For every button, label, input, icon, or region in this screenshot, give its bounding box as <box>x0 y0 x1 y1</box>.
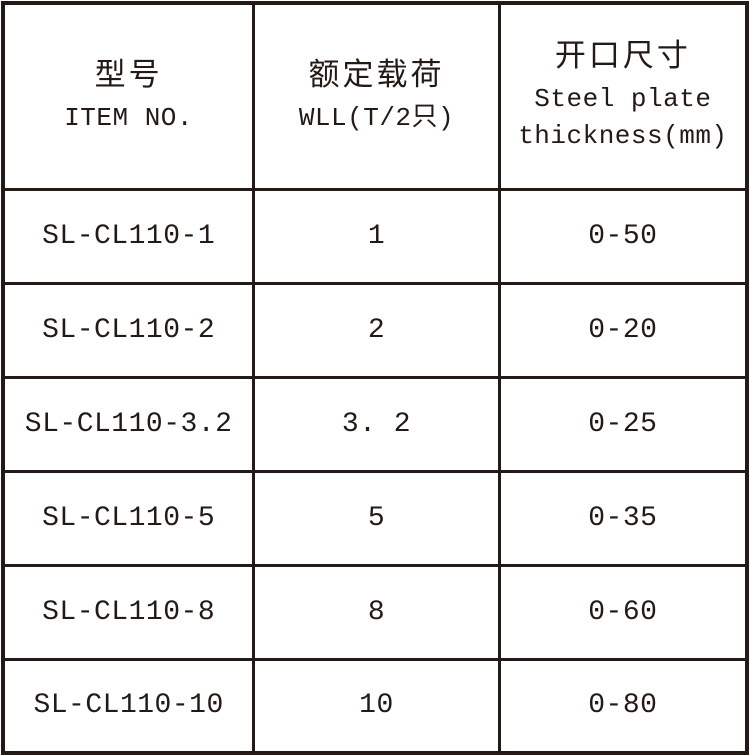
cell-wll: 5 <box>252 469 501 567</box>
table-row: SL-CL110-8 8 0-60 <box>1 563 749 661</box>
cell-wll: 2 <box>252 281 501 379</box>
cell-thickness: 0-35 <box>497 469 749 567</box>
table-row: SL-CL110-5 5 0-35 <box>1 469 749 567</box>
cell-wll: 1 <box>252 187 501 285</box>
cell-item-no: SL-CL110-1 <box>1 187 256 285</box>
cell-wll: 8 <box>252 563 501 661</box>
table-row: SL-CL110-1 1 0-50 <box>1 187 749 285</box>
header-wll-en: WLL(T/2只) <box>298 102 455 133</box>
cell-item-no: SL-CL110-10 <box>1 657 256 755</box>
cell-thickness: 0-50 <box>497 187 749 285</box>
table-header: 型号 ITEM NO. 额定载荷 WLL(T/2只) 开口尺寸 Steel pl… <box>1 1 749 191</box>
table-body: SL-CL110-1 1 0-50 SL-CL110-2 2 0-20 SL-C… <box>1 187 749 755</box>
cell-item-no: SL-CL110-3.2 <box>1 375 256 473</box>
cell-thickness: 0-25 <box>497 375 749 473</box>
cell-item-no: SL-CL110-2 <box>1 281 256 379</box>
header-item-no-en: ITEM NO. <box>64 102 194 133</box>
table-row: SL-CL110-2 2 0-20 <box>1 281 749 379</box>
header-item-no-zh: 型号 <box>94 59 163 95</box>
cell-wll: 3. 2 <box>252 375 501 473</box>
header-thickness-zh: 开口尺寸 <box>554 41 691 77</box>
cell-thickness: 0-20 <box>497 281 749 379</box>
header-wll-zh: 额定载荷 <box>308 59 445 95</box>
header-row: 型号 ITEM NO. 额定载荷 WLL(T/2只) 开口尺寸 Steel pl… <box>1 1 749 191</box>
header-thickness: 开口尺寸 Steel plate thickness(mm) <box>497 1 749 191</box>
cell-item-no: SL-CL110-5 <box>1 469 256 567</box>
table-row: SL-CL110-10 10 0-80 <box>1 657 749 755</box>
cell-thickness: 0-60 <box>497 563 749 661</box>
header-thickness-en-line1: Steel plate <box>534 84 712 115</box>
header-wll: 额定载荷 WLL(T/2只) <box>252 1 501 191</box>
cell-item-no: SL-CL110-8 <box>1 563 256 661</box>
cell-thickness: 0-80 <box>497 657 749 755</box>
header-thickness-en-line2: thickness(mm) <box>518 121 728 152</box>
cell-wll: 10 <box>252 657 501 755</box>
header-item-no: 型号 ITEM NO. <box>1 1 256 191</box>
table-row: SL-CL110-3.2 3. 2 0-25 <box>1 375 749 473</box>
